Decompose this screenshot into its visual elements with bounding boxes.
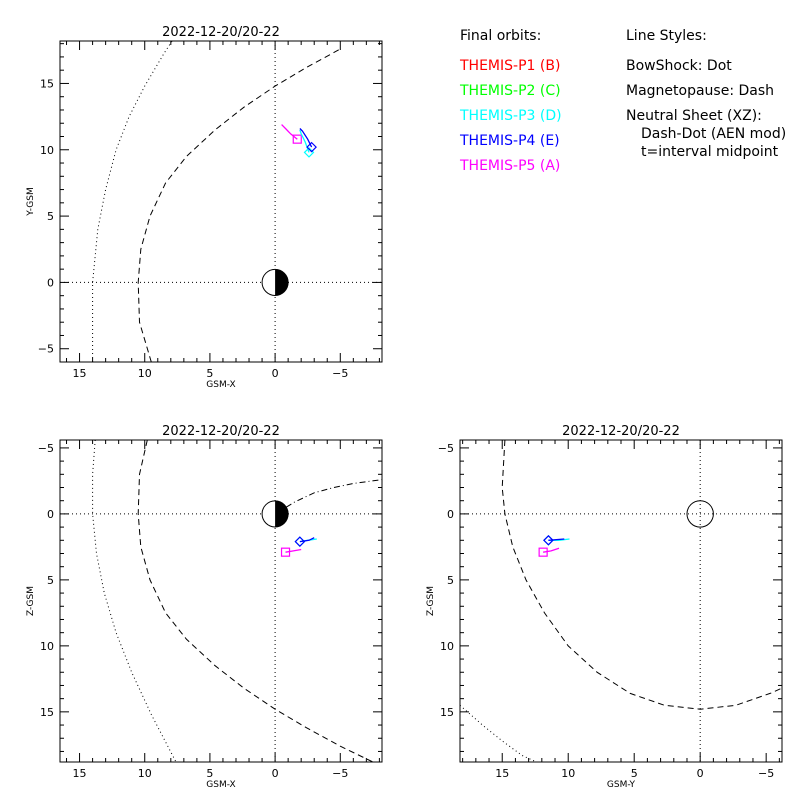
x-axis-label: GSM-Y — [607, 780, 636, 790]
x-tick-label: 15 — [73, 767, 87, 780]
panel-title: 2022-12-20/20-22 — [162, 25, 280, 40]
y-tick-label: 0 — [47, 508, 54, 521]
earth-nightside — [275, 269, 289, 296]
x-tick-label: 10 — [138, 767, 152, 780]
bowshock-curve — [460, 704, 537, 762]
y-tick-label: 15 — [440, 706, 454, 719]
bowshock-curve — [92, 440, 177, 762]
y-axis-label: Y-GSM — [26, 187, 36, 216]
y-tick-label: 0 — [47, 276, 54, 289]
earth-symbol — [686, 500, 714, 528]
line-style-legend-label: Magnetopause: Dash — [626, 83, 774, 99]
y-tick-label: 0 — [447, 508, 454, 521]
x-tick-label: −5 — [332, 767, 348, 780]
line-style-legend-label: BowShock: Dot — [626, 58, 732, 74]
y-tick-label: 5 — [47, 210, 54, 223]
y-tick-label: 5 — [47, 574, 54, 587]
orbit-track-p4 — [548, 538, 565, 541]
y-tick-label: −5 — [38, 343, 54, 356]
bowshock-curve — [92, 41, 173, 362]
neutral_sheet-curve — [274, 479, 382, 515]
plot-area — [60, 440, 382, 762]
y-tick-label: −5 — [438, 442, 454, 455]
x-tick-label: 0 — [272, 367, 279, 380]
x-tick-label: 15 — [495, 767, 509, 780]
orbit-track-p4 — [299, 128, 313, 148]
orbit-legend-label: THEMIS-P2 (C) — [459, 83, 561, 99]
line-styles-header: Line Styles: — [626, 28, 707, 44]
y-axis-label: Z-GSM — [26, 586, 36, 616]
orbit-legend-label: THEMIS-P5 (A) — [459, 158, 560, 174]
y-tick-label: 10 — [440, 640, 454, 653]
orbit-track-p5 — [285, 548, 302, 553]
y-tick-label: 10 — [40, 640, 54, 653]
final-orbits-header: Final orbits: — [460, 28, 541, 44]
line-style-legend-label: t=interval midpoint — [641, 144, 779, 160]
magnetopause-curve — [137, 48, 341, 362]
plot-frame — [59, 40, 383, 363]
orbit-end-diamond-marker — [543, 534, 554, 546]
line-style-legend-list: BowShock: Dot Magnetopause: Dash Neutral S… — [626, 58, 786, 160]
x-tick-label: −5 — [758, 767, 774, 780]
orbit-end-square-marker — [292, 134, 302, 144]
orbit-track-p4 — [299, 537, 315, 543]
x-tick-label: 5 — [206, 767, 213, 780]
orbit-end-square-marker — [538, 547, 548, 557]
orbit-legend-label: THEMIS-P1 (B) — [459, 58, 560, 74]
y-tick-label: 10 — [40, 144, 54, 157]
panel-title: 2022-12-20/20-22 — [562, 424, 680, 439]
line-style-legend-label: Neutral Sheet (XZ): — [626, 108, 762, 124]
orbit-legend-label: THEMIS-P3 (D) — [459, 108, 562, 124]
earth-nightside — [275, 500, 289, 527]
y-tick-label: 5 — [447, 574, 454, 587]
x-tick-label: −5 — [332, 367, 348, 380]
plot-area — [460, 440, 782, 762]
xz-orbit-panel: 15 10 5 0 −5 −5 0 5 10 15 2022-12-20/20-22 GSM-X Z-G… — [26, 424, 383, 790]
y-tick-label: −5 — [38, 442, 54, 455]
plot-area — [60, 41, 382, 362]
x-tick-label: 0 — [272, 767, 279, 780]
yz-orbit-panel: 15 10 5 0 −5 −5 0 5 10 15 2022-12-20/20-22 GSM-Y Z-G… — [426, 424, 783, 790]
y-tick-label: 15 — [40, 77, 54, 90]
orbit-end-diamond-marker — [294, 536, 306, 547]
orbit-track-p5 — [281, 124, 298, 140]
y-axis-label: Z-GSM — [426, 586, 436, 616]
x-tick-label: 0 — [697, 767, 704, 780]
legend: Final orbits: Line Styles: THEMIS-P1 (B)… — [459, 28, 786, 174]
magnetopause-curve — [501, 440, 782, 710]
orbit-end-diamond-marker — [306, 141, 317, 153]
orbit-legend-label: THEMIS-P4 (E) — [459, 133, 560, 149]
x-tick-label: 5 — [206, 367, 213, 380]
xy-orbit-panel: 15 10 5 0 −5 −5 0 5 10 15 2022-12-20/20-22 GSM-X Y-G… — [26, 25, 383, 390]
x-axis-label: GSM-X — [206, 380, 235, 390]
x-axis-label: GSM-X — [206, 780, 235, 790]
panel-title: 2022-12-20/20-22 — [162, 424, 280, 439]
plot-frame — [59, 439, 383, 763]
x-tick-label: 10 — [138, 367, 152, 380]
orbit-track-p5 — [542, 547, 560, 553]
line-style-legend-label: Dash-Dot (AEN mod) — [641, 126, 786, 142]
plot-frame — [459, 439, 783, 763]
x-tick-label: 5 — [631, 767, 638, 780]
orbit-end-square-marker — [280, 547, 291, 557]
magnetopause-curve — [137, 440, 374, 762]
x-tick-label: 10 — [561, 767, 575, 780]
x-tick-label: 15 — [73, 367, 87, 380]
orbit-legend-list: THEMIS-P1 (B) THEMIS-P2 (C) THEMIS-P3 (D) T… — [459, 58, 562, 174]
y-tick-label: 15 — [40, 706, 54, 719]
